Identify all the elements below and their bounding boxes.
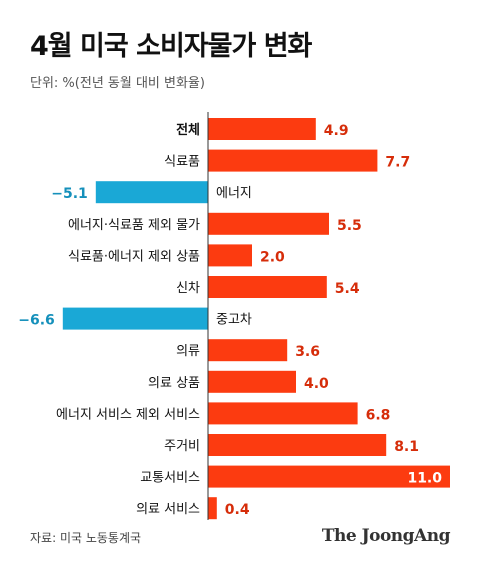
category-label-1: 식료품: [164, 155, 200, 170]
value-label-0: 4.9: [324, 123, 349, 139]
category-label-8: 의료 상품: [148, 376, 200, 391]
source-note: 자료: 미국 노동통계국: [30, 531, 142, 545]
bar-9: [208, 402, 358, 425]
value-label-12: 0.4: [225, 502, 250, 518]
category-label-2: 에너지: [216, 186, 252, 201]
category-label-7: 의류: [176, 344, 200, 359]
bar-7: [208, 339, 288, 362]
value-label-10: 8.1: [394, 439, 419, 455]
category-label-12: 의료 서비스: [136, 502, 200, 517]
value-label-9: 6.8: [366, 407, 391, 423]
chart-subtitle: 단위: %(전년 동월 대비 변화율): [30, 76, 205, 91]
category-label-11: 교통서비스: [140, 471, 200, 486]
value-label-7: 3.6: [295, 344, 320, 360]
bar-0: [208, 118, 316, 140]
value-label-11: 11.0: [407, 471, 442, 487]
bar-4: [208, 244, 252, 267]
value-label-6: −6.6: [18, 313, 55, 329]
publisher-logo: The JoongAng: [321, 526, 451, 546]
bar-12: [208, 497, 217, 520]
bar-3: [208, 212, 329, 235]
bar-10: [208, 434, 387, 456]
category-label-0: 전체: [176, 122, 200, 138]
bar-11: [208, 465, 450, 488]
bar-6: [62, 307, 208, 330]
category-label-10: 주거비: [164, 439, 200, 454]
category-label-4: 식료품·에너지 제외 상품: [68, 249, 200, 264]
category-label-6: 중고차: [216, 313, 252, 328]
bar-8: [208, 370, 296, 393]
bar-5: [208, 276, 327, 298]
value-label-8: 4.0: [304, 376, 329, 392]
value-label-5: 5.4: [335, 281, 360, 297]
bar-2: [95, 181, 208, 204]
category-label-5: 신차: [176, 281, 200, 296]
value-label-3: 5.5: [337, 218, 362, 234]
value-label-4: 2.0: [260, 249, 285, 265]
category-label-3: 에너지·식료품 제외 물가: [68, 218, 200, 233]
value-label-1: 7.7: [385, 155, 410, 171]
bar-1: [208, 149, 378, 172]
bar-chart: 전체 4.9 식료품 7.7 에너지 −5.1 에너지·식료품 제외 물가 5.5 식료품·에너…: [18, 112, 450, 520]
category-label-9: 에너지 서비스 제외 서비스: [56, 407, 200, 422]
chart-title: 4월 미국 소비자물가 변화: [30, 31, 312, 62]
value-label-2: −5.1: [51, 186, 88, 202]
